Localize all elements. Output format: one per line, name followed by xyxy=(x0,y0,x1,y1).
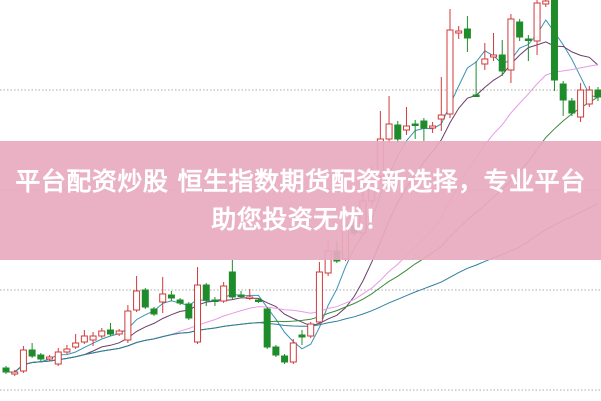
candle-body xyxy=(106,329,114,335)
candle-body xyxy=(550,0,558,81)
candle-body xyxy=(594,89,601,98)
candle-body xyxy=(80,335,88,343)
candle-body xyxy=(220,285,228,302)
candle-body xyxy=(211,299,219,302)
candle-body xyxy=(150,308,158,315)
candle-body xyxy=(263,308,271,348)
candle-body xyxy=(289,342,297,363)
ma10-line xyxy=(6,41,599,373)
candle-body xyxy=(72,342,80,348)
candle-body xyxy=(159,293,167,303)
candle-body xyxy=(437,114,445,120)
candle-body xyxy=(133,290,141,311)
candle-body xyxy=(402,125,410,131)
candle-body xyxy=(141,289,149,308)
candle-body xyxy=(542,0,550,5)
candle-body xyxy=(2,367,10,373)
candle-body xyxy=(254,299,262,302)
candle-body xyxy=(455,30,463,34)
candle-body xyxy=(89,335,97,341)
candle-body xyxy=(298,334,306,338)
candle-body xyxy=(394,124,402,140)
candle-body xyxy=(498,54,506,72)
candle-body xyxy=(307,323,315,337)
candle-body xyxy=(281,355,289,363)
promo-banner: 平台配资炒股 恒生指数期货配资新选择，专业平台 助您投资无忧！ xyxy=(0,141,601,260)
banner-line-2: 助您投资无忧！ xyxy=(211,204,390,234)
candle-body xyxy=(507,18,515,71)
candle-body xyxy=(446,29,454,115)
candle-body xyxy=(176,299,184,304)
candle-body xyxy=(315,271,323,323)
candle-body xyxy=(559,83,567,101)
candle-body xyxy=(54,351,62,365)
candle-body xyxy=(246,296,254,299)
candle-body xyxy=(524,38,532,41)
candle-body xyxy=(585,89,593,105)
candle-body xyxy=(568,100,576,114)
candle-body xyxy=(411,123,419,126)
candle-body xyxy=(46,356,54,360)
candle-body xyxy=(185,303,193,319)
banner-line-1: 平台配资炒股 恒生指数期货配资新选择，专业平台 xyxy=(15,166,586,196)
candle-body xyxy=(11,371,19,375)
candle-body xyxy=(228,271,236,298)
candle-body xyxy=(63,348,71,353)
candle-body xyxy=(429,125,437,129)
candle-body xyxy=(115,330,123,335)
candle-body xyxy=(472,94,480,97)
candle-body xyxy=(272,346,280,356)
candle-body xyxy=(19,349,27,372)
candle-body xyxy=(463,28,471,39)
candle-body xyxy=(481,58,489,65)
candle-body xyxy=(194,284,202,343)
candle-body xyxy=(202,284,210,301)
candle-body xyxy=(124,310,132,341)
candle-body xyxy=(98,330,106,337)
candle-body xyxy=(490,54,498,58)
candle-body xyxy=(385,123,393,140)
candle-body xyxy=(237,294,245,297)
candle-body xyxy=(516,21,524,38)
candle-body xyxy=(28,349,36,357)
candle-body xyxy=(167,294,175,299)
candle-body xyxy=(37,354,45,360)
candle-body xyxy=(420,120,428,129)
candle-body xyxy=(533,2,541,42)
candle-body xyxy=(577,89,585,118)
